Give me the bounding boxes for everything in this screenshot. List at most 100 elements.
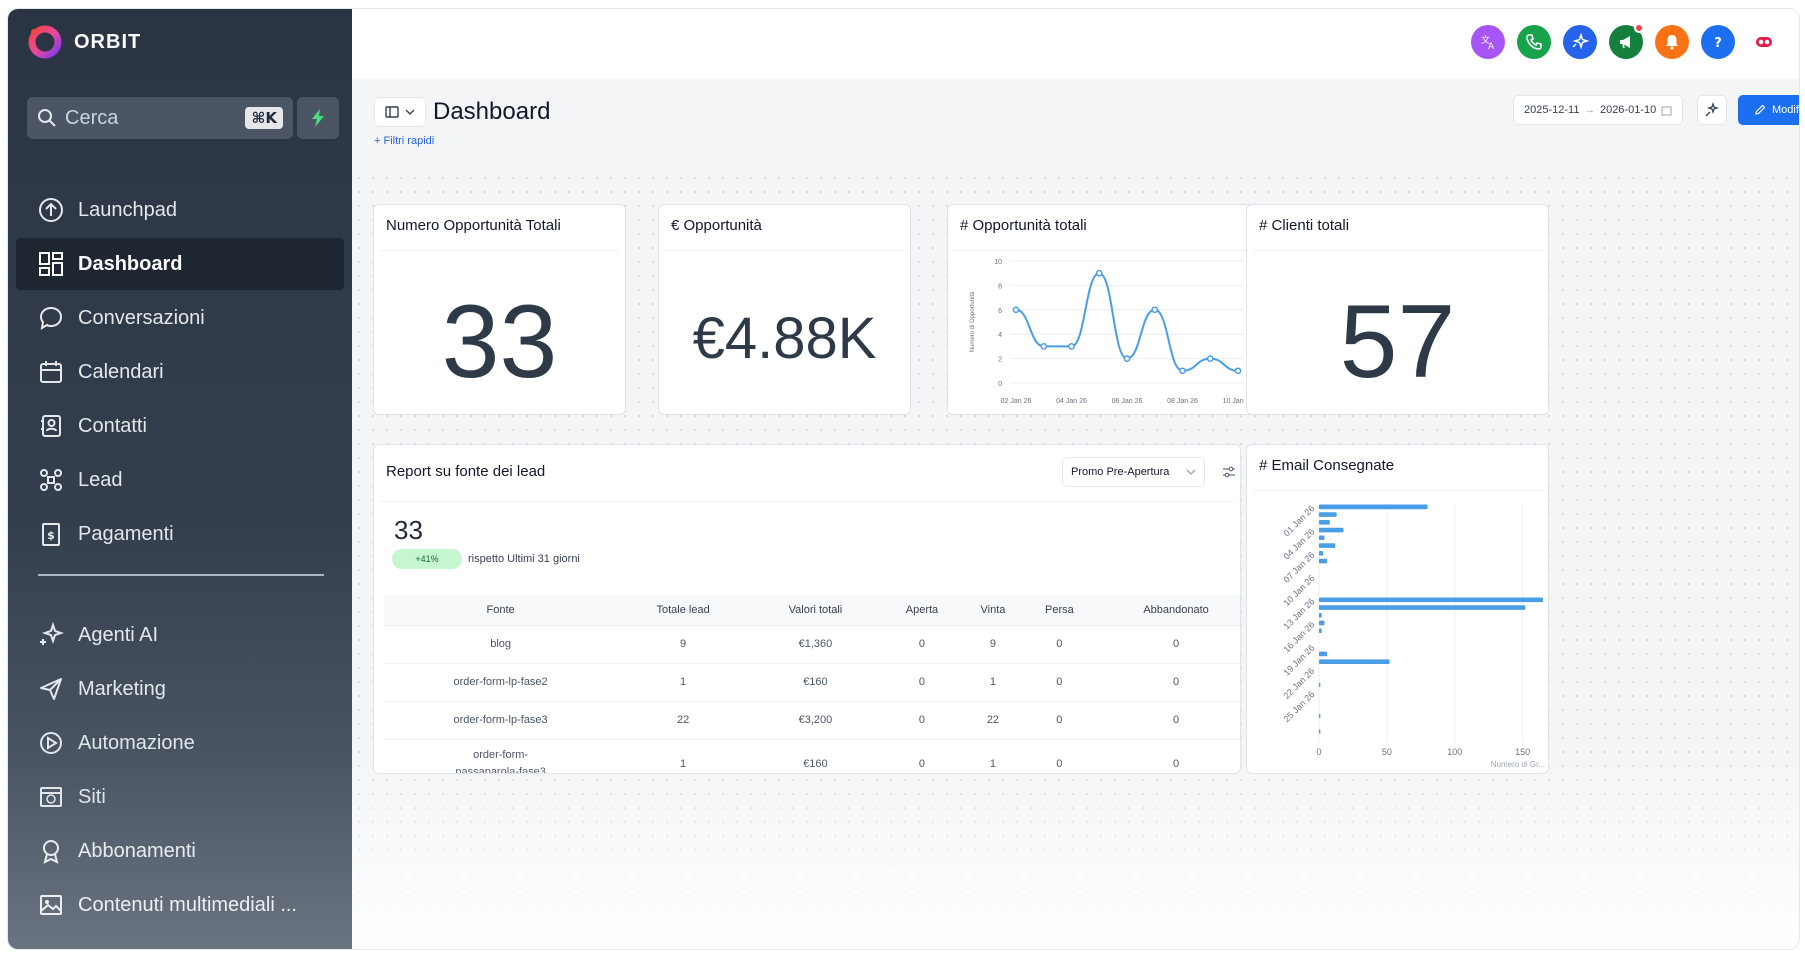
table-cell: 22 [962, 700, 1024, 739]
kpi-value: 57 [1339, 284, 1456, 400]
x-tick-label: 0 [1316, 747, 1321, 757]
badge-icon [43, 840, 59, 864]
announcements-button[interactable] [1609, 23, 1644, 59]
sidebar-item-label: Contatti [78, 414, 147, 437]
sidebar-item-abbonamenti[interactable]: Abbonamenti [16, 825, 344, 877]
date-from[interactable]: 2025-12-11 [1524, 104, 1580, 116]
bar [1319, 512, 1337, 517]
widget-title: € Opportunità [671, 217, 762, 234]
search-input[interactable] [65, 106, 225, 130]
main-nav: Launchpad Dashboard Conversazioni Calend… [16, 184, 344, 562]
line-series [1015, 272, 1239, 372]
notifications-button[interactable] [1655, 25, 1689, 59]
bar [1319, 682, 1321, 688]
column-header[interactable]: Abbandonato [1094, 595, 1240, 625]
quick-action-button[interactable] [297, 97, 339, 139]
filter-settings-icon[interactable] [1222, 466, 1236, 478]
delta-caption: rispetto Ultimi 31 giorni [468, 553, 580, 565]
edit-dashboard-button[interactable]: Modifica dashboard [1738, 95, 1799, 125]
column-header[interactable]: Valori totali [749, 595, 882, 625]
data-point [1068, 343, 1075, 350]
account-button[interactable] [1747, 25, 1781, 59]
sidebar-item-label: Pagamenti [78, 522, 174, 545]
widget-divider [380, 501, 1234, 502]
lead-source-table: Fonte Totale lead Valori totali Aperta Vinta… [384, 595, 1240, 773]
column-header[interactable]: Persa [1023, 595, 1095, 625]
layout-toggle-button[interactable] [374, 97, 426, 127]
column-header[interactable]: Fonte [384, 595, 618, 625]
phone-button[interactable] [1517, 25, 1551, 59]
bar [1319, 651, 1328, 657]
sidebar-item-contenuti[interactable]: Contenuti multimediali ... [16, 879, 344, 931]
kpi-value: 33 [441, 284, 558, 400]
sidebar-item-automazione[interactable]: Automazione [16, 717, 344, 769]
sidebar-item-dashboard[interactable]: Dashboard [16, 238, 344, 290]
campaign-filter-select[interactable]: Promo Pre-Apertura [1062, 457, 1205, 487]
widget-divider [665, 250, 904, 251]
sidebar-item-label: Dashboard [78, 252, 183, 275]
table-cell: 9 [617, 624, 750, 663]
quick-filters-link[interactable]: + Filtri rapidi [374, 135, 435, 147]
help-button[interactable]: ? [1701, 25, 1735, 59]
bar [1319, 713, 1321, 719]
logo[interactable]: ORBIT [26, 23, 141, 61]
x-tick-label: 08 Jan 26 [1167, 398, 1198, 405]
sidebar-item-lead[interactable]: Lead [16, 454, 344, 506]
widget-emails-delivered[interactable]: # Email Consegnate 0 50 100 150 Numero di Gr… [1246, 444, 1549, 774]
widget-title: # Clienti totali [1259, 217, 1350, 234]
sidebar-item-label: Siti [78, 785, 106, 808]
widget-lead-source-report[interactable]: Report su fonte dei lead Promo Pre-Apert… [373, 444, 1241, 774]
sidebar-item-marketing[interactable]: Marketing [16, 663, 344, 715]
x-tick-label: 04 Jan 26 [1056, 398, 1087, 405]
sidebar-item-agenti-ai[interactable]: Agenti AI [16, 609, 344, 661]
chevron-down-icon [1186, 469, 1196, 475]
sidebar-item-launchpad[interactable]: Launchpad [16, 184, 344, 236]
column-header[interactable]: Aperta [881, 595, 963, 625]
table-row[interactable]: order-form-passaparola-fase31€1600100100… [384, 738, 1240, 773]
sidebar-item-conversazioni[interactable]: Conversazioni [16, 292, 344, 344]
sidebar-item-contatti[interactable]: Contatti [16, 400, 344, 452]
data-point [1234, 367, 1242, 375]
bottom-fade-overlay [352, 759, 1799, 949]
data-point [1012, 306, 1020, 314]
sidebar-item-pagamenti[interactable]: $ Pagamenti [16, 508, 344, 560]
magic-icon [1572, 33, 1589, 50]
table-cell: 0 [881, 700, 963, 739]
x-tick-label: 10 Jan 26 [1223, 398, 1254, 405]
date-range-picker[interactable]: 2025-12-11 → 2026-01-10 [1513, 95, 1683, 125]
ai-dashboard-button[interactable] [1697, 95, 1727, 125]
date-to[interactable]: 2026-01-10 [1599, 104, 1657, 116]
megaphone-icon [1620, 36, 1630, 49]
table-cell: order-form-passaparola-fase3 [384, 738, 618, 773]
table-cell: 0 [1094, 738, 1240, 773]
page-title: Dashboard [433, 98, 551, 125]
y-tick-label: 8 [998, 283, 1002, 290]
sidebar-item-siti[interactable]: Siti [16, 771, 344, 823]
y-axis-label: Numero di Opportunità [970, 291, 976, 352]
column-header[interactable]: Totale lead [617, 595, 750, 625]
x-axis-label: Numero di Gr... [1491, 760, 1545, 769]
y-tick-label: 2 [998, 357, 1002, 364]
play-icon [40, 732, 62, 754]
ai-assistant-button[interactable] [1563, 25, 1597, 59]
widget-opportunity-value[interactable]: € Opportunità €4.88K [658, 204, 911, 415]
search-box[interactable]: ⌘K [27, 97, 293, 139]
column-header[interactable]: Vinta [962, 595, 1024, 625]
y-tick-label: 0 [998, 381, 1002, 388]
help-icon: ? [1714, 36, 1722, 51]
bar [1319, 543, 1336, 548]
sidebar-item-calendari[interactable]: Calendari [16, 346, 344, 398]
table-cell: order-form-lp-fase3 [384, 700, 618, 739]
send-icon [40, 678, 62, 700]
table-cell: 1 [617, 738, 750, 773]
widget-clients-total[interactable]: # Clienti totali 57 [1246, 204, 1549, 415]
bar [1319, 659, 1390, 665]
widget-opportunity-trend[interactable]: # Opportunità totali 0 2 4 6 8 10 Numero di Op… [947, 204, 1258, 415]
widget-opportunity-count[interactable]: Numero Opportunità Totali 33 [373, 204, 626, 415]
